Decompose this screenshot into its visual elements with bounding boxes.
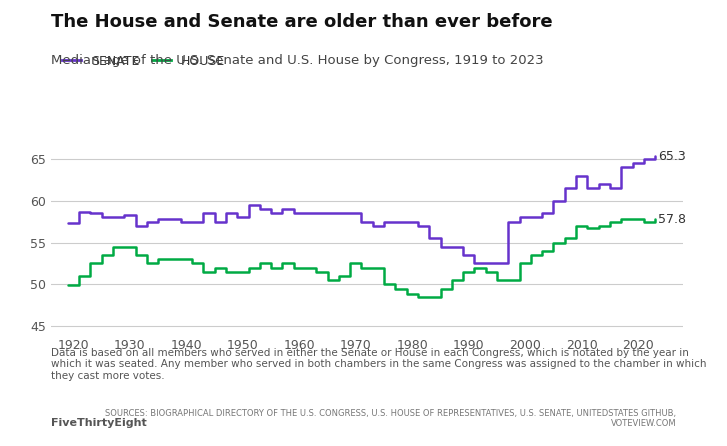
Text: FiveThirtyEight: FiveThirtyEight — [51, 418, 147, 428]
Text: 65.3: 65.3 — [658, 150, 686, 163]
Text: The House and Senate are older than ever before: The House and Senate are older than ever… — [51, 13, 553, 31]
Text: Median age of the U.S. Senate and U.S. House by Congress, 1919 to 2023: Median age of the U.S. Senate and U.S. H… — [51, 54, 544, 66]
Legend: SENATE, HOUSE: SENATE, HOUSE — [57, 50, 230, 73]
Text: 57.8: 57.8 — [658, 213, 686, 226]
Text: Data is based on all members who served in either the Senate or House in each Co: Data is based on all members who served … — [51, 348, 707, 381]
Text: SOURCES: BIOGRAPHICAL DIRECTORY OF THE U.S. CONGRESS, U.S. HOUSE OF REPRESENTATI: SOURCES: BIOGRAPHICAL DIRECTORY OF THE U… — [105, 409, 676, 428]
